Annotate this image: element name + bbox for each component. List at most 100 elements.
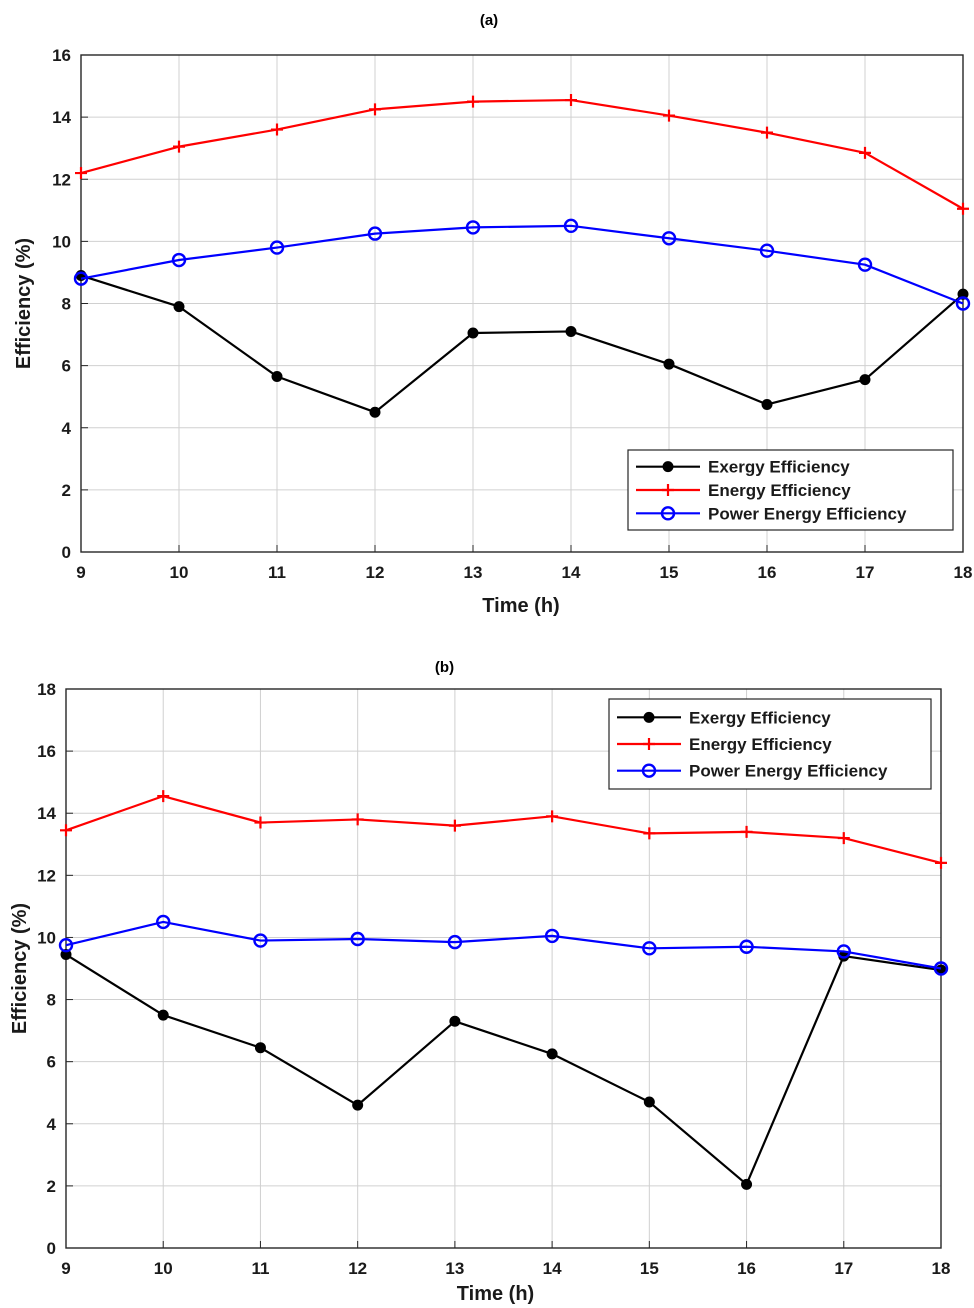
data-point-energy-efficiency-b bbox=[643, 827, 656, 840]
legend-marker-b bbox=[643, 738, 655, 750]
x-tick-label-b: 17 bbox=[834, 1259, 853, 1278]
data-point-power-energy-efficiency-a bbox=[367, 226, 383, 241]
data-point-power-energy-efficiency-a bbox=[269, 240, 285, 255]
y-tick-label-a: 12 bbox=[52, 170, 71, 189]
y-tick-label-b: 16 bbox=[37, 742, 56, 761]
x-tick-label-a: 14 bbox=[562, 563, 581, 582]
data-point-power-energy-efficiency-b bbox=[544, 928, 560, 944]
chart-a: 9 10 11 12 13 14 15 16 17 18 0 2 4 6 8 10 12 14 16 (a) Time … bbox=[13, 12, 972, 617]
data-point-exergy-efficiency-a bbox=[369, 406, 381, 418]
legend-marker-b bbox=[641, 763, 657, 778]
y-axis-label-b: Efficiency (%) bbox=[9, 903, 31, 1034]
y-tick-label-a: 14 bbox=[52, 108, 71, 127]
x-tick-label-a: 13 bbox=[464, 563, 483, 582]
data-point-exergy-efficiency-a bbox=[859, 374, 871, 386]
x-tick-label-b: 16 bbox=[737, 1259, 756, 1278]
data-point-power-energy-efficiency-a bbox=[759, 243, 775, 258]
legend-marker-a bbox=[660, 506, 676, 521]
data-point-energy-efficiency-a bbox=[467, 95, 479, 108]
data-point-exergy-efficiency-b bbox=[741, 1178, 753, 1190]
legend-marker-a bbox=[662, 461, 674, 473]
x-tick-label-a: 11 bbox=[268, 563, 286, 582]
x-tick-label-b: 14 bbox=[543, 1259, 562, 1278]
legend-label-a: Energy Efficiency bbox=[708, 481, 851, 500]
x-tick-label-a: 10 bbox=[170, 563, 189, 582]
data-point-power-energy-efficiency-b bbox=[58, 938, 74, 953]
data-point-energy-efficiency-b bbox=[254, 816, 267, 829]
y-tick-label-a: 8 bbox=[62, 295, 71, 314]
data-point-exergy-efficiency-b bbox=[60, 949, 72, 961]
data-point-energy-efficiency-a bbox=[75, 167, 87, 180]
y-tick-label-b: 10 bbox=[37, 928, 56, 947]
legend-marker-b bbox=[643, 711, 655, 723]
data-point-energy-efficiency-a bbox=[859, 146, 871, 159]
data-point-power-energy-efficiency-b bbox=[836, 944, 851, 959]
chart-title-b: (b) bbox=[435, 659, 454, 676]
data-point-energy-efficiency-b bbox=[740, 825, 753, 838]
series-line-energy-efficiency-a bbox=[80, 98, 964, 210]
data-point-exergy-efficiency-a bbox=[565, 325, 577, 337]
data-point-power-energy-efficiency-b bbox=[739, 939, 754, 954]
data-point-energy-efficiency-a bbox=[663, 109, 675, 122]
data-point-exergy-efficiency-b bbox=[449, 1015, 461, 1027]
y-tick-label-a: 2 bbox=[62, 481, 71, 500]
legend-label-a: Exergy Efficiency bbox=[708, 458, 850, 477]
data-point-exergy-efficiency-a bbox=[173, 301, 185, 313]
series-line-power-energy-efficiency-a bbox=[80, 224, 964, 305]
x-tick-label-b: 18 bbox=[932, 1259, 951, 1278]
data-point-power-energy-efficiency-b bbox=[447, 934, 463, 950]
series-line-exergy-efficiency-b bbox=[65, 953, 942, 1186]
x-tick-label-b: 15 bbox=[640, 1259, 659, 1278]
y-tick-label-b: 8 bbox=[47, 991, 56, 1010]
y-tick-label-b: 14 bbox=[37, 804, 56, 823]
series-line-power-energy-efficiency-b bbox=[65, 920, 942, 970]
y-tick-label-b: 12 bbox=[37, 866, 56, 885]
data-point-power-energy-efficiency-a bbox=[661, 231, 677, 246]
data-point-power-energy-efficiency-a bbox=[563, 218, 579, 234]
legend-label-b: Exergy Efficiency bbox=[689, 708, 831, 727]
x-tick-label-b: 12 bbox=[348, 1259, 367, 1278]
y-tick-label-a: 0 bbox=[62, 543, 71, 562]
series-line-energy-efficiency-b bbox=[65, 795, 942, 864]
data-point-exergy-efficiency-b bbox=[546, 1048, 558, 1060]
data-point-exergy-efficiency-a bbox=[761, 398, 773, 410]
legend-label-a: Power Energy Efficiency bbox=[708, 504, 907, 523]
data-point-exergy-efficiency-a bbox=[271, 370, 283, 382]
y-axis-label-a: Efficiency (%) bbox=[13, 238, 35, 369]
data-point-energy-efficiency-a bbox=[565, 94, 577, 107]
data-point-exergy-efficiency-a bbox=[957, 288, 969, 300]
data-point-power-energy-efficiency-b bbox=[156, 914, 171, 930]
data-point-exergy-efficiency-b bbox=[352, 1099, 364, 1111]
data-point-exergy-efficiency-a bbox=[663, 358, 675, 370]
data-point-power-energy-efficiency-b bbox=[642, 941, 657, 956]
y-tick-label-b: 6 bbox=[47, 1053, 56, 1072]
data-point-energy-efficiency-a bbox=[173, 140, 185, 153]
data-point-exergy-efficiency-b bbox=[643, 1096, 655, 1108]
data-point-power-energy-efficiency-b bbox=[350, 931, 365, 947]
data-point-exergy-efficiency-a bbox=[467, 327, 479, 339]
x-tick-label-b: 11 bbox=[251, 1259, 269, 1278]
x-tick-label-a: 18 bbox=[954, 563, 973, 582]
x-tick-label-b: 13 bbox=[445, 1259, 464, 1278]
data-point-power-energy-efficiency-a bbox=[955, 296, 971, 311]
data-point-power-energy-efficiency-b bbox=[253, 933, 268, 948]
y-tick-label-a: 6 bbox=[62, 357, 71, 376]
data-point-energy-efficiency-b bbox=[935, 856, 947, 869]
chart-title-a: (a) bbox=[480, 12, 498, 29]
chart-b: 9 10 11 12 13 14 15 16 17 18 0 2 4 6 8 10 12 14 16 18 (b) Tim… bbox=[9, 659, 950, 1305]
y-tick-label-b: 2 bbox=[47, 1177, 56, 1196]
y-tick-label-a: 16 bbox=[52, 46, 71, 65]
y-tick-label-b: 18 bbox=[37, 680, 56, 699]
x-tick-label-a: 16 bbox=[758, 563, 777, 582]
data-point-energy-efficiency-a bbox=[369, 103, 381, 116]
x-tick-label-a: 17 bbox=[856, 563, 875, 582]
data-point-power-energy-efficiency-a bbox=[73, 271, 89, 286]
x-axis-label-b: Time (h) bbox=[457, 1283, 534, 1305]
data-point-exergy-efficiency-b bbox=[254, 1042, 266, 1054]
data-point-energy-efficiency-b bbox=[157, 790, 170, 803]
data-point-energy-efficiency-a bbox=[761, 126, 773, 139]
data-point-energy-efficiency-b bbox=[351, 813, 364, 826]
data-point-energy-efficiency-b bbox=[448, 819, 461, 832]
y-tick-label-b: 4 bbox=[47, 1115, 57, 1134]
